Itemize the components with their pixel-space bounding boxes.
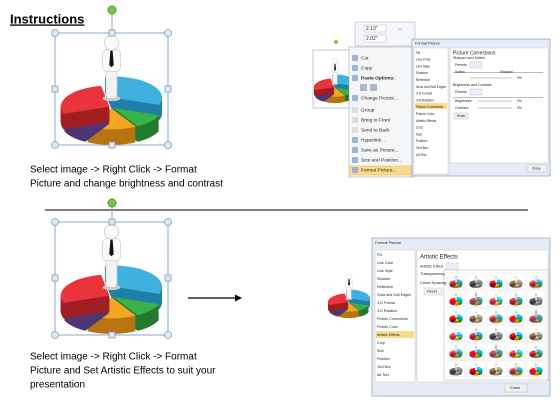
nav-item[interactable]: Picture Corrections (416, 105, 444, 109)
nav-item[interactable]: Line Color (377, 261, 394, 265)
caption-line: Select image -> Right Click -> Format (30, 352, 197, 363)
dialog-text[interactable]: Reset (427, 290, 438, 294)
nav-item[interactable]: Text Box (416, 146, 429, 150)
dialog-text: Artistic Effect: (420, 264, 444, 269)
dialog-title: Format Picture (415, 42, 440, 46)
nav-item[interactable]: Alt Text (377, 373, 389, 377)
menu-item[interactable]: Save as Picture... (361, 147, 399, 153)
menu-item[interactable]: Size and Position... (361, 157, 402, 163)
nav-item[interactable]: 3-D Format (377, 301, 395, 305)
nav-item[interactable]: 3-D Format (416, 92, 432, 96)
dialog-text[interactable]: Close (532, 166, 541, 170)
nav-item[interactable]: Artistic Effects (416, 119, 437, 123)
menu-icon (352, 167, 358, 173)
title: Instructions (10, 11, 84, 26)
dialog-text: 0% (517, 76, 522, 80)
caption-line: presentation (30, 380, 85, 391)
nav-item[interactable]: Reflection (377, 285, 393, 289)
nav-item[interactable]: Fill (416, 51, 420, 55)
menu-icon (352, 127, 358, 133)
menu-item[interactable]: Hyperlink... (361, 137, 385, 143)
nav-item[interactable]: Line Style (416, 64, 430, 68)
caption-line: Picture and Set Artistic Effects to suit… (30, 366, 216, 377)
arrow (188, 294, 242, 302)
nav-item[interactable]: Size (416, 132, 422, 136)
menu-item[interactable]: Group (361, 107, 375, 113)
menu-icon (352, 137, 358, 143)
menu-icon (352, 55, 358, 61)
nav-item[interactable]: Shadow (377, 277, 390, 281)
nav-item[interactable]: Picture Corrections (377, 317, 408, 321)
menu-icon (352, 117, 358, 123)
dialog-text: 0% (517, 106, 522, 110)
menu-item[interactable]: Format Picture... (361, 167, 396, 173)
menu-item[interactable]: Copy (361, 65, 373, 71)
dialog-text: Picture Corrections (453, 50, 496, 56)
menu-icon (352, 95, 358, 101)
nav-item[interactable]: Crop (416, 126, 423, 130)
size-field: 2.02" (366, 36, 378, 42)
nav-item[interactable]: 3-D Rotation (416, 98, 434, 102)
dialog-text: Contrast: (455, 106, 469, 110)
dialog-text: Brightness and Contrast (453, 83, 492, 87)
dialog-text: Soften (455, 70, 465, 74)
menu-item[interactable]: Paste Options: (361, 75, 395, 81)
menu-icon (352, 157, 358, 163)
caption-line: Picture and change brightness and contra… (30, 179, 223, 190)
nav-item[interactable]: Line Style (377, 269, 393, 273)
caption-line: Select image -> Right Click -> Format (30, 165, 197, 176)
menu-item[interactable]: Change Picture... (361, 95, 398, 101)
dialog-text: Artistic Effects (420, 255, 458, 261)
dialog-text: 0% (517, 99, 522, 103)
nav-item[interactable]: 3-D Rotation (377, 309, 397, 313)
picture-selected (51, 198, 172, 339)
dialog-text: Transparency: (420, 271, 445, 276)
menu-item[interactable]: Bring to Front (361, 117, 391, 123)
nav-item[interactable]: Artistic Effects (377, 333, 400, 337)
nav-item[interactable]: Glow and Soft Edges (377, 293, 411, 297)
menu-item[interactable]: Cut (361, 55, 369, 61)
dialog-artistic-text: Format Picture Fill Line Color Line Style Sh… (375, 240, 521, 390)
nav-item[interactable]: Glow and Soft Edges (416, 85, 446, 89)
dialog-text: Sharpen (500, 70, 513, 74)
menu-icon (352, 75, 358, 81)
menu-icon (352, 107, 358, 113)
nav-item[interactable]: Text Box (377, 365, 391, 369)
dialog-text: Presets: (455, 90, 467, 94)
dialog-title: Format Picture (375, 240, 402, 245)
dialog-corrections-text: Format Picture Fill Line Color Line Style Sh… (415, 42, 541, 171)
menu-item[interactable]: Send to Back (361, 127, 390, 133)
size-field: 2.13" (366, 26, 378, 32)
dialog-artistic (327, 237, 551, 397)
dialog-text: Presets: (455, 63, 467, 67)
nav-item[interactable]: Fill (377, 253, 382, 257)
context-screenshot (312, 21, 416, 178)
caption: Select image -> Right Click -> Format Pic… (30, 352, 216, 391)
nav-item[interactable]: Position (377, 357, 390, 361)
nav-item[interactable]: Line Color (416, 58, 431, 62)
nav-item[interactable]: Position (416, 139, 428, 143)
context-menu: 2.13" 2.02" Cut Copy Paste Options: Change Pi… (352, 26, 402, 173)
nav-item[interactable]: Shadow (416, 71, 428, 75)
dialog-text: Sharpen and Soften (453, 56, 485, 60)
nav-item[interactable]: Size (377, 349, 384, 353)
caption: Select image -> Right Click -> Format Pic… (30, 165, 223, 190)
dialog-text: Brightness: (455, 99, 472, 103)
nav-item[interactable]: Reflection (416, 78, 430, 82)
picture-selected (51, 5, 172, 149)
menu-icon (352, 65, 358, 71)
nav-item[interactable]: Crop (377, 341, 385, 345)
nav-item[interactable]: Alt Text (416, 153, 427, 157)
nav-item[interactable]: Picture Color (416, 112, 435, 116)
dialog-text[interactable]: Close (510, 385, 521, 390)
dialog-text[interactable]: Reset (457, 114, 465, 118)
dialog-text: Crack Spacing: (420, 280, 447, 285)
dialog-corrections (411, 38, 551, 177)
menu-icon (352, 147, 358, 153)
nav-item[interactable]: Picture Color (377, 325, 399, 329)
